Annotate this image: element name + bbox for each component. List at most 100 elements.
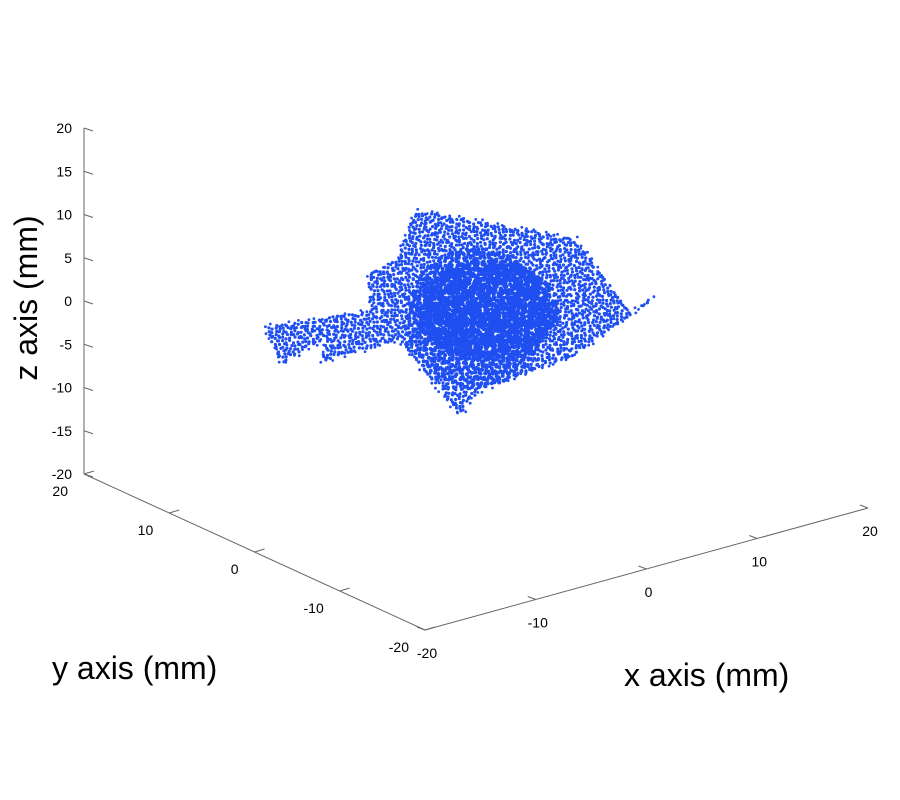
data-point xyxy=(369,286,372,290)
data-point xyxy=(376,289,380,293)
data-point xyxy=(549,235,553,238)
data-point xyxy=(503,280,508,285)
data-point xyxy=(302,333,306,337)
z-tick-mark xyxy=(83,387,94,391)
data-point xyxy=(518,236,522,240)
data-point xyxy=(461,354,467,360)
data-point xyxy=(586,266,590,270)
data-point xyxy=(287,320,291,324)
data-point xyxy=(558,295,562,299)
data-point xyxy=(393,314,397,318)
data-point xyxy=(469,237,473,241)
data-point xyxy=(450,218,454,222)
data-point xyxy=(372,320,376,324)
data-point xyxy=(521,357,526,362)
data-point xyxy=(461,246,465,250)
data-point xyxy=(548,333,552,337)
data-point xyxy=(469,271,475,277)
data-point xyxy=(449,338,455,344)
data-point xyxy=(540,354,544,358)
data-point xyxy=(406,262,410,266)
data-point xyxy=(526,303,532,308)
data-point xyxy=(457,396,461,401)
data-point xyxy=(356,335,360,339)
data-point xyxy=(551,283,555,287)
data-point xyxy=(380,319,384,323)
data-point xyxy=(453,248,457,252)
data-point xyxy=(570,342,575,346)
data-point xyxy=(386,262,390,266)
data-point xyxy=(369,275,373,279)
data-point xyxy=(537,271,542,275)
data-point xyxy=(406,348,410,352)
data-point xyxy=(399,263,404,267)
data-point xyxy=(462,236,466,241)
data-point xyxy=(595,294,599,298)
data-point xyxy=(300,320,304,324)
data-point xyxy=(462,350,468,356)
data-point xyxy=(392,277,396,281)
data-point xyxy=(599,329,603,333)
data-point xyxy=(608,309,612,313)
data-point xyxy=(417,214,421,219)
data-point xyxy=(610,296,615,300)
data-point xyxy=(487,352,493,358)
data-point xyxy=(558,281,562,285)
data-point xyxy=(371,312,375,316)
data-point xyxy=(500,354,505,360)
data-point xyxy=(421,271,426,276)
data-point xyxy=(325,353,330,357)
data-point xyxy=(300,345,304,349)
data-point xyxy=(434,256,438,260)
data-point xyxy=(457,243,461,247)
data-point xyxy=(375,320,379,324)
data-point xyxy=(475,311,480,317)
data-point xyxy=(507,361,512,366)
data-point xyxy=(386,323,390,327)
data-point xyxy=(369,339,373,343)
data-point xyxy=(474,263,480,268)
data-point xyxy=(486,228,490,232)
data-point xyxy=(565,288,569,292)
data-point xyxy=(465,244,470,248)
data-point xyxy=(315,343,319,347)
data-point xyxy=(574,350,579,354)
data-point xyxy=(535,264,539,268)
data-point xyxy=(469,370,474,375)
data-point xyxy=(533,243,537,247)
data-point xyxy=(479,244,483,248)
data-point xyxy=(572,264,576,268)
data-point xyxy=(449,370,454,375)
data-point xyxy=(615,314,619,318)
data-point xyxy=(427,285,433,291)
data-point xyxy=(400,340,404,344)
data-point xyxy=(448,248,452,252)
data-point xyxy=(501,242,506,246)
data-point xyxy=(508,233,513,237)
data-point xyxy=(507,365,511,370)
data-point xyxy=(514,294,520,299)
data-point xyxy=(355,342,359,346)
data-point xyxy=(545,336,549,340)
data-point xyxy=(407,259,411,263)
data-point xyxy=(439,227,443,231)
data-point xyxy=(573,353,576,357)
data-point xyxy=(426,355,431,360)
data-point xyxy=(526,262,530,266)
data-point xyxy=(450,400,455,404)
data-point xyxy=(558,278,562,282)
data-point xyxy=(626,308,629,312)
data-point xyxy=(399,256,403,260)
data-point xyxy=(493,253,498,257)
data-point xyxy=(372,292,376,296)
data-point xyxy=(482,266,488,272)
data-point xyxy=(524,232,528,236)
data-point xyxy=(525,269,531,275)
data-point xyxy=(361,326,365,330)
data-point xyxy=(392,273,396,277)
data-point xyxy=(608,302,612,306)
data-point xyxy=(559,239,563,243)
data-point xyxy=(590,336,594,340)
data-point xyxy=(367,282,371,286)
data-point xyxy=(426,230,431,234)
